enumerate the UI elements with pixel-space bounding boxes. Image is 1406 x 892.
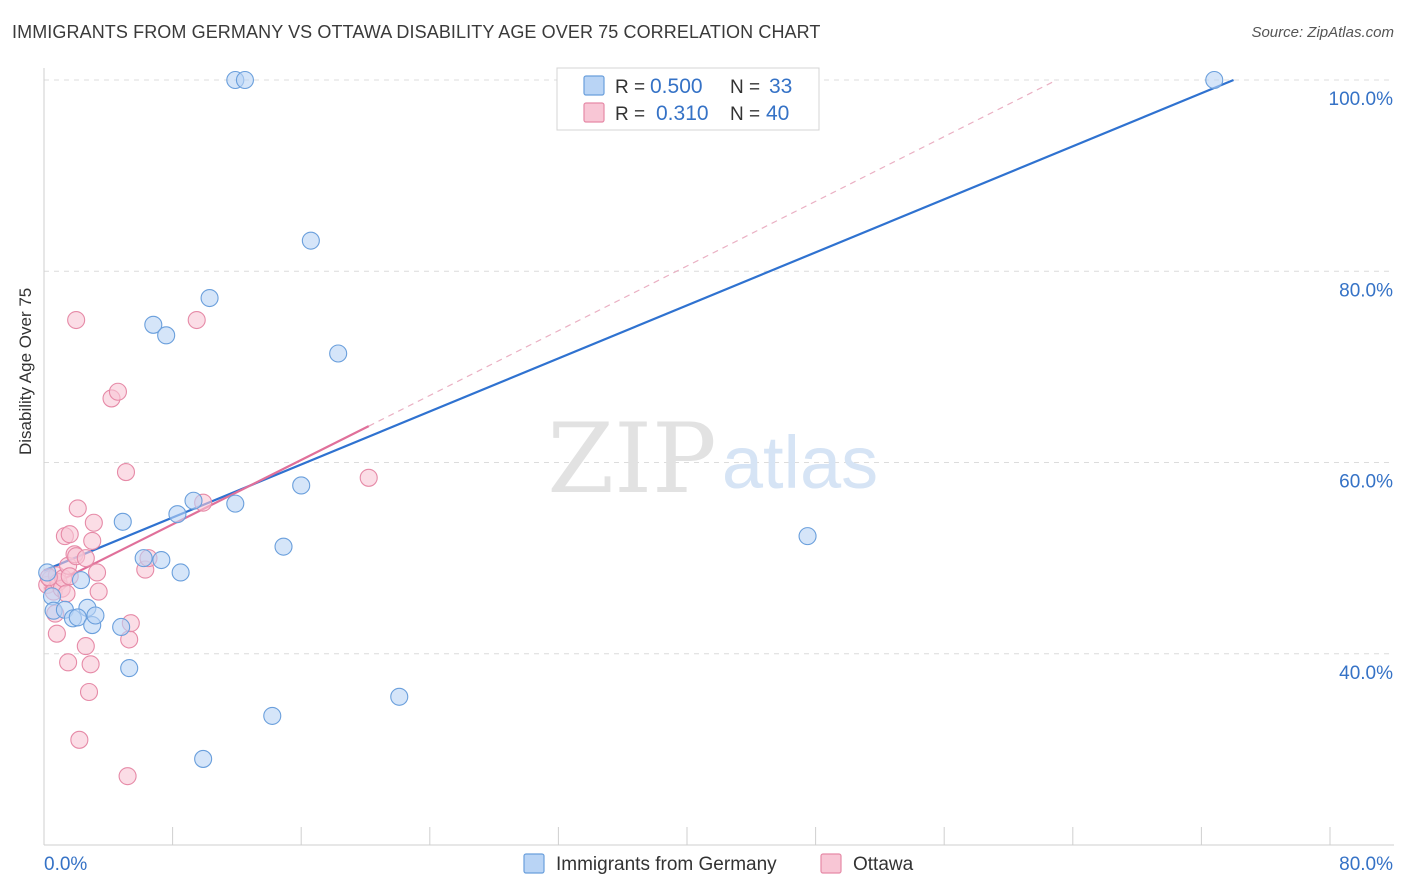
watermark-zip: ZIP bbox=[547, 403, 716, 515]
point-germany bbox=[274, 537, 293, 556]
point-ottawa bbox=[60, 525, 79, 544]
point-ottawa bbox=[59, 653, 78, 672]
legend-n-label: N = bbox=[730, 104, 760, 125]
point-ottawa bbox=[116, 463, 136, 482]
point-germany bbox=[86, 606, 105, 625]
legend-swatch-ottawa bbox=[583, 102, 605, 123]
point-germany bbox=[71, 571, 91, 590]
bottom-legend-swatch-germany bbox=[523, 853, 545, 874]
data-points bbox=[38, 70, 1224, 786]
point-ottawa bbox=[84, 513, 103, 532]
point-germany bbox=[134, 549, 153, 568]
point-ottawa bbox=[68, 499, 87, 518]
point-ottawa bbox=[67, 310, 86, 330]
chart-title: IMMIGRANTS FROM GERMANY VS OTTAWA DISABI… bbox=[12, 22, 821, 42]
point-ottawa bbox=[70, 730, 89, 749]
legend-n-value-germany: 33 bbox=[769, 75, 792, 98]
legend-n-label: N = bbox=[730, 77, 760, 98]
axes bbox=[43, 68, 1394, 846]
point-germany bbox=[263, 706, 282, 725]
point-germany bbox=[194, 749, 213, 768]
point-ottawa bbox=[76, 637, 95, 656]
point-ottawa bbox=[83, 531, 102, 550]
point-germany bbox=[171, 563, 190, 582]
bottom-legend: Immigrants from Germany Ottawa bbox=[523, 853, 914, 875]
point-ottawa bbox=[108, 382, 127, 401]
grid-lines bbox=[44, 79, 1394, 655]
point-germany bbox=[144, 315, 163, 334]
watermark-atlas: atlas bbox=[722, 421, 878, 504]
legend-r-label: R = bbox=[615, 104, 645, 125]
point-ottawa bbox=[187, 310, 206, 330]
bottom-legend-label-germany: Immigrants from Germany bbox=[556, 854, 777, 875]
trend-extension-ottawa bbox=[368, 79, 1057, 427]
y-tick-label: 40.0% bbox=[1339, 663, 1393, 684]
x-tick-label: 80.0% bbox=[1339, 854, 1393, 875]
legend-r-value-ottawa: 0.310 bbox=[656, 102, 709, 125]
point-germany bbox=[226, 494, 245, 513]
x-tick-label: 0.0% bbox=[44, 854, 87, 875]
point-germany bbox=[113, 512, 132, 531]
point-germany bbox=[112, 617, 131, 637]
source-label: Source: ZipAtlas.com bbox=[1251, 24, 1394, 41]
point-ottawa bbox=[359, 468, 378, 487]
legend-n-value-ottawa: 40 bbox=[766, 102, 789, 125]
point-germany bbox=[184, 491, 203, 510]
legend-r-value-germany: 0.500 bbox=[650, 75, 703, 98]
point-germany bbox=[38, 563, 57, 582]
legend-swatch-germany bbox=[583, 75, 605, 96]
point-germany bbox=[292, 476, 311, 495]
point-ottawa bbox=[79, 682, 99, 702]
point-germany bbox=[157, 326, 176, 345]
point-ottawa bbox=[118, 767, 137, 786]
y-tick-label: 60.0% bbox=[1339, 472, 1393, 493]
y-tick-label: 80.0% bbox=[1339, 280, 1393, 301]
point-germany bbox=[168, 505, 187, 524]
bottom-legend-swatch-ottawa bbox=[820, 853, 842, 874]
legend-r-label: R = bbox=[615, 77, 645, 98]
legend-box: R = 0.500 N = 33 R = 0.310 N = 40 bbox=[556, 67, 820, 131]
point-germany bbox=[301, 231, 320, 250]
point-germany bbox=[329, 344, 348, 363]
point-ottawa bbox=[76, 549, 95, 568]
point-ottawa bbox=[47, 624, 66, 643]
point-germany bbox=[200, 288, 219, 308]
point-germany bbox=[390, 687, 409, 706]
point-ottawa bbox=[81, 655, 100, 674]
point-germany bbox=[152, 550, 171, 570]
point-germany bbox=[1205, 70, 1224, 90]
point-germany bbox=[68, 608, 87, 627]
point-germany bbox=[798, 527, 817, 546]
point-ottawa bbox=[87, 563, 107, 582]
point-germany bbox=[235, 70, 254, 90]
point-ottawa bbox=[89, 582, 108, 601]
y-tick-label: 100.0% bbox=[1329, 89, 1394, 110]
point-germany bbox=[120, 659, 139, 678]
bottom-legend-label-ottawa: Ottawa bbox=[853, 854, 914, 875]
tick-labels: 100.0% 80.0% 60.0% 40.0% 0.0% 80.0% bbox=[44, 89, 1393, 875]
